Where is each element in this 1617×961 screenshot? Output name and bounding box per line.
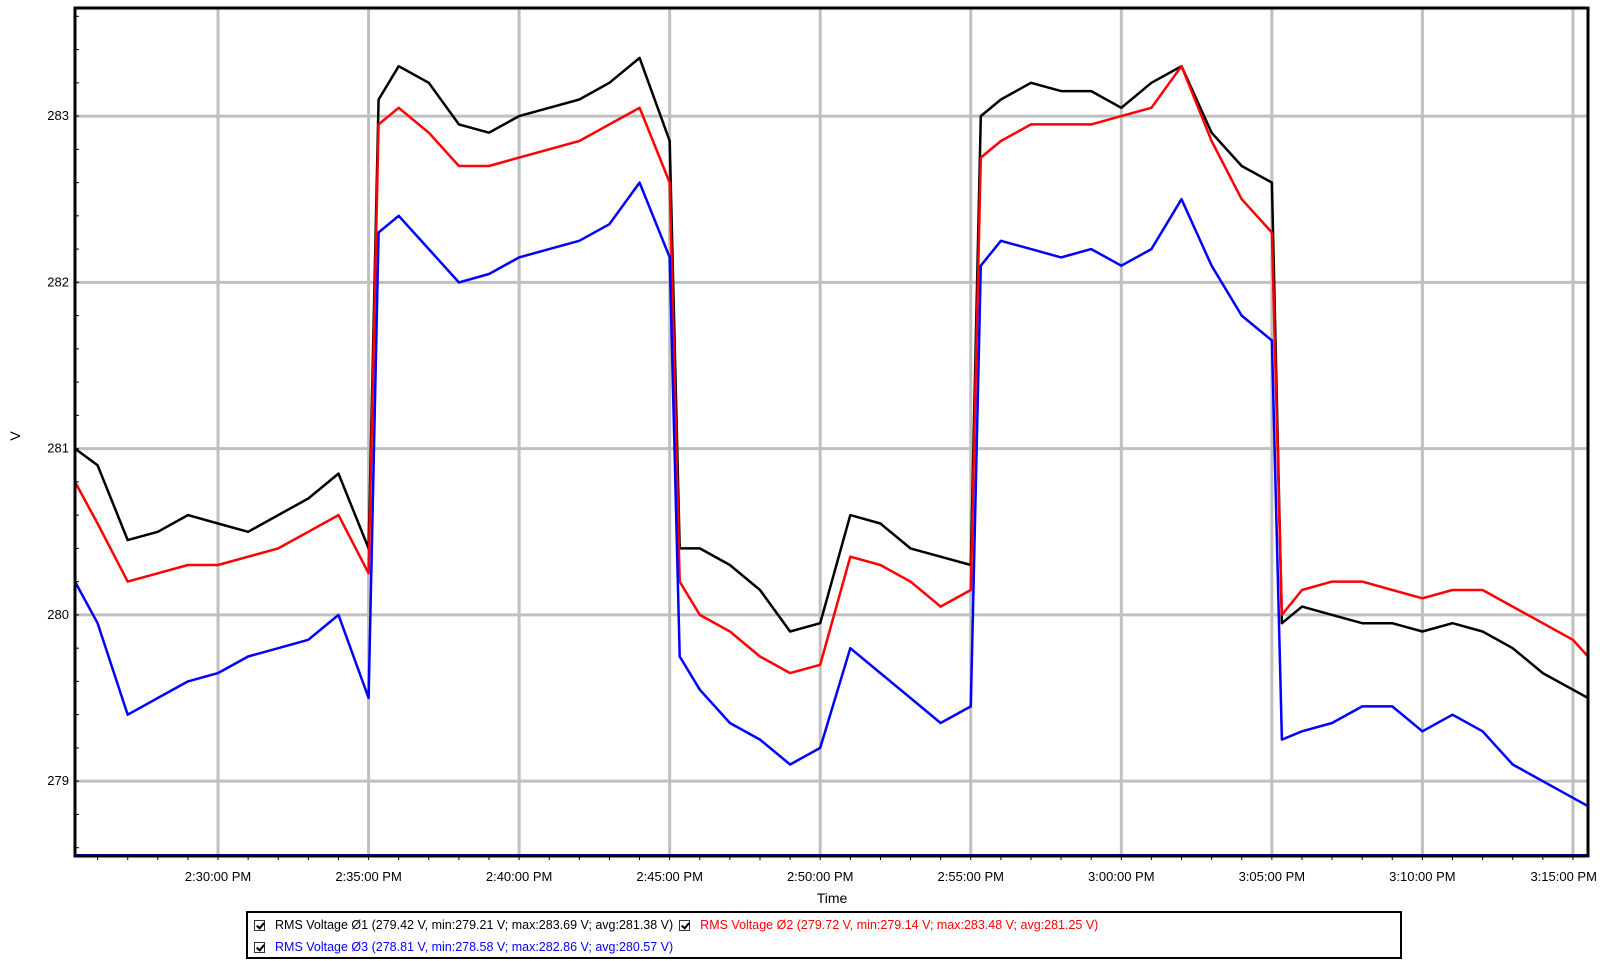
voltage-chart: 279 280 281 282 283 2:30:00 PM 2:35:00 PM 2:40… xyxy=(7,6,1597,906)
series-line-phase1 xyxy=(74,56,1589,700)
legend-label-phase2: RMS Voltage Ø2 (279.72 V, min:279.14 V; … xyxy=(700,918,1099,932)
y-tick-label: 279 xyxy=(47,773,69,788)
x-tick-label: 3:10:00 PM xyxy=(1389,869,1456,884)
checkbox-icon[interactable] xyxy=(679,919,691,931)
x-tick-label: 3:05:00 PM xyxy=(1239,869,1306,884)
series-line-phase2 xyxy=(73,64,1589,675)
legend-label-phase1: RMS Voltage Ø1 (279.42 V, min:279.21 V; … xyxy=(275,918,674,932)
x-tick-label: 2:50:00 PM xyxy=(787,869,854,884)
grid-lines xyxy=(75,8,1588,856)
legend-item-phase1[interactable]: RMS Voltage Ø1 (279.42 V, min:279.21 V; … xyxy=(254,918,673,932)
checkbox-icon[interactable] xyxy=(254,941,265,953)
y-axis: 279 280 281 282 283 xyxy=(47,15,79,849)
legend-row-1: RMS Voltage Ø1 (279.42 V, min:279.21 V; … xyxy=(254,915,1104,935)
plot-frame xyxy=(73,6,1590,858)
legend-item-phase2[interactable]: RMS Voltage Ø2 (279.72 V, min:279.14 V; … xyxy=(679,918,1098,932)
x-tick-label: 2:45:00 PM xyxy=(636,869,703,884)
x-tick-label: 2:35:00 PM xyxy=(335,869,402,884)
legend-item-phase3[interactable]: RMS Voltage Ø3 (278.81 V, min:278.58 V; … xyxy=(254,940,673,954)
x-tick-label: 2:55:00 PM xyxy=(938,869,1005,884)
chart-legend: RMS Voltage Ø1 (279.42 V, min:279.21 V; … xyxy=(246,911,1402,959)
x-tick-label: 3:15:00 PM xyxy=(1530,869,1597,884)
y-tick-label: 282 xyxy=(47,274,69,289)
y-tick-label: 280 xyxy=(47,607,69,622)
x-axis: 2:30:00 PM 2:35:00 PM 2:40:00 PM 2:45:00 PM… xyxy=(97,856,1597,884)
y-tick-label: 283 xyxy=(47,108,69,123)
plot-area-background xyxy=(75,8,1588,856)
x-tick-label: 2:40:00 PM xyxy=(486,869,553,884)
x-tick-label: 2:30:00 PM xyxy=(185,869,252,884)
y-axis-title: V xyxy=(7,431,23,441)
series-line-phase3 xyxy=(73,181,1589,808)
x-tick-label: 3:00:00 PM xyxy=(1088,869,1155,884)
legend-label-phase3: RMS Voltage Ø3 (278.81 V, min:278.58 V; … xyxy=(275,940,674,954)
y-tick-label: 281 xyxy=(47,441,69,456)
legend-row-2: RMS Voltage Ø3 (278.81 V, min:278.58 V; … xyxy=(254,937,679,957)
x-axis-title: Time xyxy=(817,890,848,906)
checkbox-icon[interactable] xyxy=(254,919,265,931)
